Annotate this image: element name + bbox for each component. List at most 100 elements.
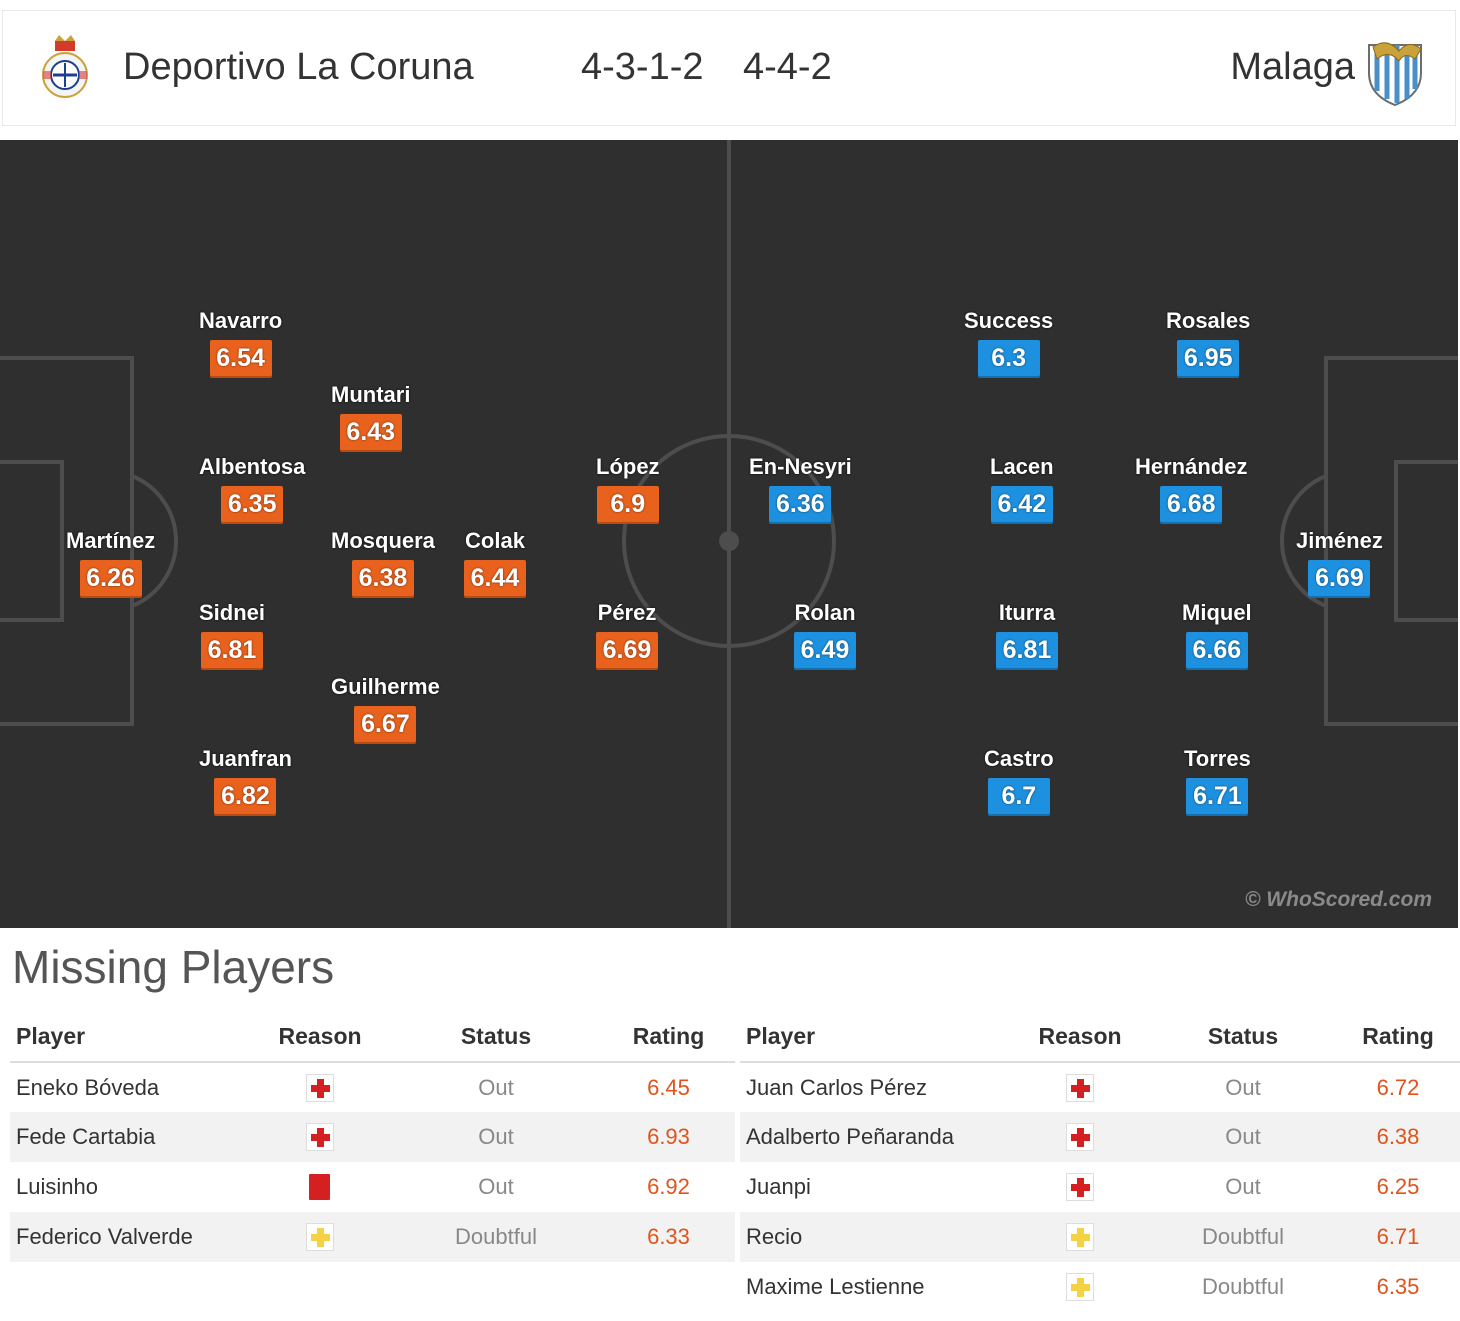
player-name: Torres xyxy=(1184,746,1251,771)
match-header: Deportivo La Coruna 4-3-1-2 4-4-2 Malaga xyxy=(2,10,1456,126)
player-rating: 6.43 xyxy=(339,414,402,450)
player-rating: 6.82 xyxy=(214,778,277,814)
home-player-mosquera[interactable]: Mosquera 6.38 xyxy=(331,528,435,596)
player-rating: 6.49 xyxy=(794,632,856,668)
player-rating: 6.26 xyxy=(79,560,142,596)
away-player-success[interactable]: Success 6.3 xyxy=(964,308,1053,376)
away-player-en-nesyri[interactable]: En-Nesyri 6.36 xyxy=(749,454,852,522)
player-name: Juanfran xyxy=(199,746,292,771)
away-player-rosales[interactable]: Rosales 6.95 xyxy=(1166,308,1250,376)
injury-icon xyxy=(1066,1173,1094,1202)
away-team-name[interactable]: Malaga xyxy=(1230,46,1355,88)
home-player-martinez[interactable]: Martínez 6.26 xyxy=(66,528,155,596)
player-name: López xyxy=(596,454,660,479)
missing-status: Out xyxy=(1225,1174,1261,1199)
column-header-rating: Rating xyxy=(602,1012,735,1063)
home-missing-table: Player Reason Status Rating Eneko Bóveda… xyxy=(10,1012,735,1262)
player-name: En-Nesyri xyxy=(749,454,852,479)
missing-status: Out xyxy=(1225,1074,1261,1100)
player-name: Jiménez xyxy=(1296,528,1383,553)
missing-player-name[interactable]: Juan Carlos Pérez xyxy=(746,1074,927,1100)
player-name: Castro xyxy=(984,746,1054,771)
doubtful-icon xyxy=(1066,1223,1094,1252)
away-player-miquel[interactable]: Miquel 6.66 xyxy=(1182,600,1252,668)
missing-status: Doubtful xyxy=(1202,1274,1284,1299)
missing-status: Out xyxy=(478,1074,514,1100)
malaga-crest-icon[interactable] xyxy=(1365,37,1425,107)
player-name: Navarro xyxy=(199,308,283,333)
missing-rating: 6.72 xyxy=(1376,1074,1420,1100)
missing-player-name[interactable]: Juanpi xyxy=(746,1174,811,1199)
injury-icon xyxy=(306,1073,334,1102)
table-row: Federico Valverde Doubtful 6.33 xyxy=(10,1212,735,1262)
missing-rating: 6.33 xyxy=(602,1212,735,1262)
missing-rating: 6.71 xyxy=(1336,1212,1460,1262)
away-player-rolan[interactable]: Rolan 6.49 xyxy=(794,600,856,668)
home-team-name[interactable]: Deportivo La Coruna xyxy=(123,46,474,88)
home-player-albentosa[interactable]: Albentosa 6.35 xyxy=(199,454,305,522)
missing-player-name[interactable]: Fede Cartabia xyxy=(10,1112,250,1162)
table-row: Fede Cartabia Out 6.93 xyxy=(10,1112,735,1162)
away-player-iturra[interactable]: Iturra 6.81 xyxy=(996,600,1058,668)
home-player-navarro[interactable]: Navarro 6.54 xyxy=(199,308,282,376)
missing-player-name[interactable]: Recio xyxy=(740,1212,1010,1262)
column-header-rating: Rating xyxy=(1336,1012,1460,1063)
player-rating: 6.67 xyxy=(354,706,417,742)
player-name: Rosales xyxy=(1166,308,1251,333)
away-player-hernandez[interactable]: Hernández 6.68 xyxy=(1135,454,1247,522)
player-rating: 6.69 xyxy=(596,632,658,668)
whoscored-watermark: © WhoScored.com xyxy=(1245,888,1432,911)
injury-icon xyxy=(306,1123,334,1152)
away-player-castro[interactable]: Castro 6.7 xyxy=(984,746,1054,814)
table-row: Juanpi Out 6.25 xyxy=(740,1162,1460,1212)
player-rating: 6.95 xyxy=(1177,340,1240,376)
player-name: Muntari xyxy=(331,382,411,407)
away-formation: 4-4-2 xyxy=(743,46,832,88)
column-header-player: Player xyxy=(740,1012,1010,1063)
player-name: Pérez xyxy=(597,600,657,625)
away-player-jimenez[interactable]: Jiménez 6.69 xyxy=(1296,528,1383,596)
away-player-torres[interactable]: Torres 6.71 xyxy=(1184,746,1251,814)
player-name: Rolan xyxy=(794,600,856,625)
table-row: Maxime Lestienne Doubtful 6.35 xyxy=(740,1262,1460,1312)
doubtful-icon xyxy=(1066,1273,1094,1302)
column-header-player: Player xyxy=(10,1012,250,1063)
missing-rating: 6.93 xyxy=(602,1112,735,1162)
table-row: Eneko Bóveda Out 6.45 xyxy=(10,1062,735,1112)
missing-player-name[interactable]: Maxime Lestienne xyxy=(746,1274,925,1299)
player-rating: 6.69 xyxy=(1308,560,1371,596)
player-name: Sidnei xyxy=(199,600,266,625)
away-missing-table: Player Reason Status Rating Juan Carlos … xyxy=(740,1012,1460,1312)
missing-player-name[interactable]: Federico Valverde xyxy=(10,1212,250,1262)
missing-rating: 6.92 xyxy=(647,1174,690,1199)
player-rating: 6.3 xyxy=(977,340,1040,376)
missing-rating: 6.25 xyxy=(1376,1174,1420,1199)
player-rating: 6.36 xyxy=(769,486,832,522)
red-card-icon xyxy=(306,1173,334,1201)
player-name: Albentosa xyxy=(199,454,306,479)
home-player-sidnei[interactable]: Sidnei 6.81 xyxy=(199,600,265,668)
home-player-muntari[interactable]: Muntari 6.43 xyxy=(331,382,410,450)
home-player-colak[interactable]: Colak 6.44 xyxy=(464,528,526,596)
player-name: Mosquera xyxy=(331,528,435,553)
home-player-juanfran[interactable]: Juanfran 6.82 xyxy=(199,746,292,814)
table-row: Juan Carlos Pérez Out 6.72 xyxy=(740,1062,1460,1112)
injury-icon xyxy=(1066,1073,1094,1102)
home-player-perez[interactable]: Pérez 6.69 xyxy=(596,600,658,668)
player-name: Colak xyxy=(465,528,525,553)
missing-rating: 6.38 xyxy=(1336,1112,1460,1162)
player-rating: 6.66 xyxy=(1185,632,1248,668)
missing-player-name[interactable]: Adalberto Peñaranda xyxy=(740,1112,1010,1162)
missing-status: Out xyxy=(390,1112,602,1162)
missing-status: Doubtful xyxy=(390,1212,602,1262)
player-rating: 6.68 xyxy=(1160,486,1223,522)
player-name: Guilherme xyxy=(331,674,440,699)
player-name: Hernández xyxy=(1135,454,1248,479)
home-player-guilherme[interactable]: Guilherme 6.67 xyxy=(331,674,440,742)
missing-player-name[interactable]: Eneko Bóveda xyxy=(16,1074,160,1100)
missing-players-title: Missing Players xyxy=(12,941,335,993)
away-player-lacen[interactable]: Lacen 6.42 xyxy=(990,454,1054,522)
deportivo-crest-icon[interactable] xyxy=(35,35,95,105)
missing-player-name[interactable]: Luisinho xyxy=(16,1174,98,1199)
home-player-lopez[interactable]: López 6.9 xyxy=(596,454,660,522)
